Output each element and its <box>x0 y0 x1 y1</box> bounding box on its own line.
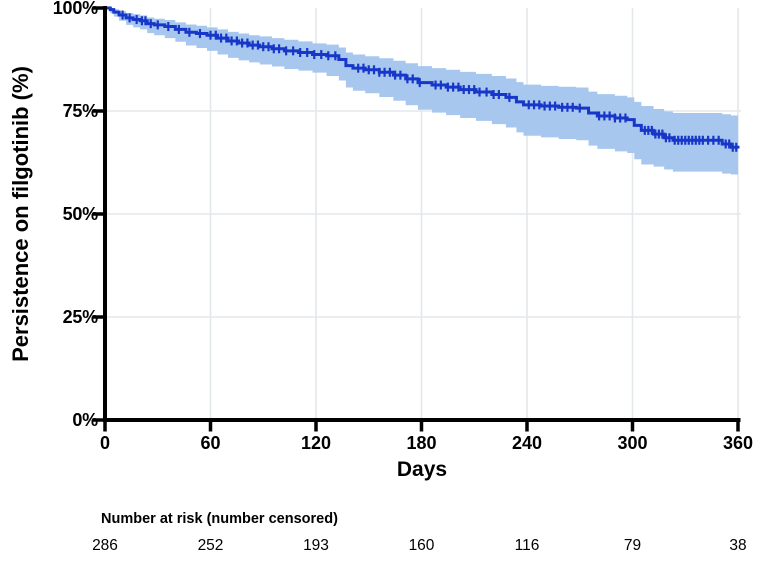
x-tick-label: 180 <box>406 433 437 453</box>
risk-count: 193 <box>303 537 329 554</box>
x-tick-label: 360 <box>722 433 754 453</box>
x-tick-label: 0 <box>99 433 110 453</box>
risk-count: 116 <box>514 537 540 554</box>
x-tick-label: 60 <box>200 433 221 453</box>
censor-marks-group <box>121 10 738 152</box>
y-tick-label: 25% <box>62 307 99 327</box>
risk-table-header: Number at risk (number censored) <box>101 511 338 527</box>
risk-count: 38 <box>729 537 747 554</box>
x-axis-title: Days <box>396 458 448 481</box>
risk-count: 160 <box>408 537 435 554</box>
y-tick-label: 100% <box>52 0 98 18</box>
risk-count: 252 <box>197 537 224 554</box>
x-tick-label: 300 <box>617 433 648 453</box>
x-tick-label: 120 <box>300 433 332 453</box>
y-axis-title: Persistence on filgotinib (%) <box>8 66 33 362</box>
risk-count: 286 <box>92 537 118 554</box>
risk-count: 79 <box>623 537 642 554</box>
x-tick-label: 240 <box>511 433 543 453</box>
y-tick-label: 75% <box>62 101 99 121</box>
y-tick-label: 50% <box>62 204 99 224</box>
y-tick-label: 0% <box>72 410 98 430</box>
